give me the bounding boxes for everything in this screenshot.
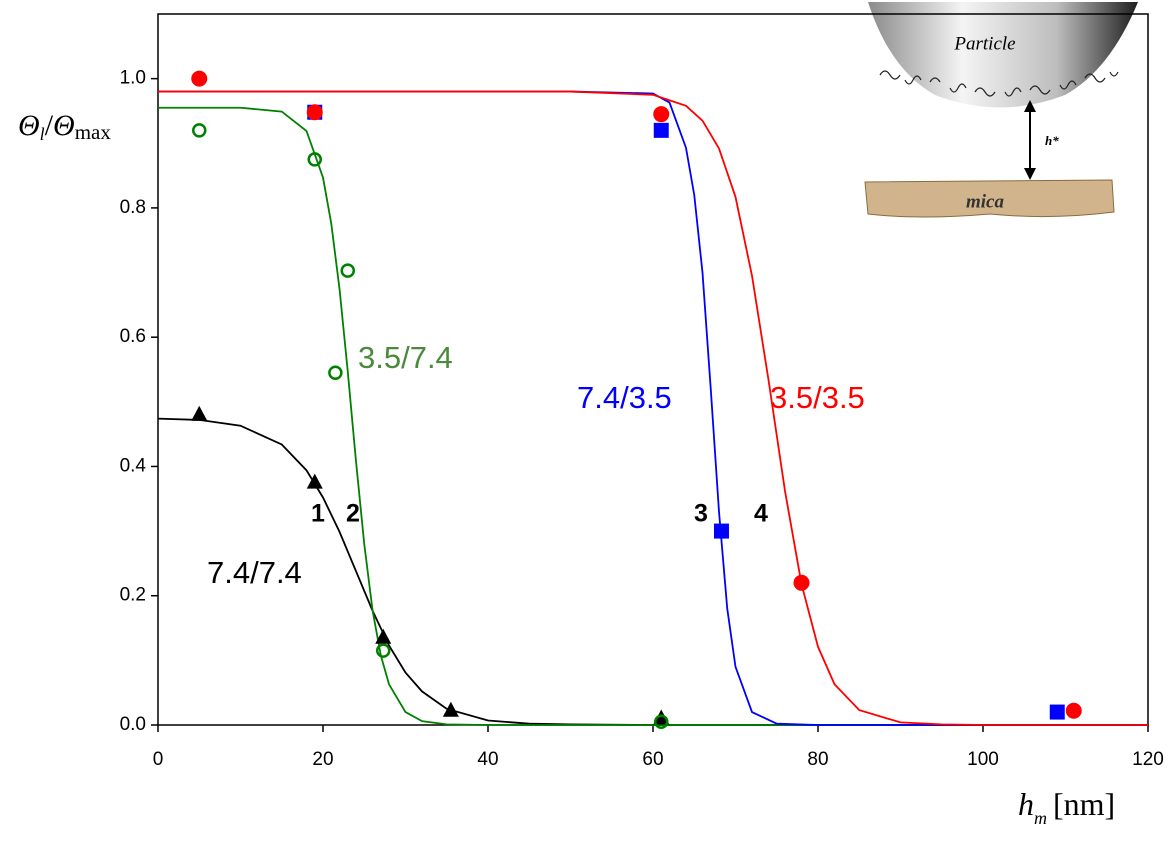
data-point [328, 365, 343, 380]
data-point [653, 709, 670, 725]
annotation: 7.4/7.4 [207, 555, 302, 590]
inset-label: h* [1045, 133, 1059, 148]
x-tick-label: 40 [477, 749, 498, 770]
inset: Particle h* mica [864, 2, 1138, 218]
x-label-part: [nm] [1053, 786, 1115, 822]
data-point [442, 701, 459, 717]
y-tick-label: 0.0 [120, 714, 146, 735]
fit-curve [157, 417, 1148, 726]
data-point [1049, 704, 1065, 720]
y-tick-label: 1.0 [120, 68, 146, 89]
y-tick-label: 0.8 [120, 197, 146, 218]
fit-curve [158, 90, 1148, 726]
annotation: 1 [311, 500, 325, 528]
inset-label: mica [966, 191, 1004, 212]
data-point [307, 152, 322, 167]
data-point [653, 122, 669, 138]
inset-label: Particle [953, 33, 1015, 54]
x-tick-label: 60 [642, 749, 663, 770]
data-point [340, 263, 355, 278]
x-tick-label: 80 [807, 749, 828, 770]
data-point [793, 574, 810, 591]
y-tick-label: 0.6 [120, 326, 146, 347]
annotation: 3.5/7.4 [358, 340, 453, 375]
data-point [654, 714, 669, 730]
data-point [653, 106, 670, 123]
y-tick-label: 0.4 [120, 455, 147, 476]
annotation: 3 [694, 500, 708, 528]
annotation: 4 [754, 500, 768, 528]
y-label-part: Θ [53, 109, 75, 142]
particle-shape [868, 2, 1138, 108]
y-label-part: max [75, 120, 112, 144]
data-point [192, 123, 207, 138]
y-label-part: l [40, 124, 45, 144]
data-point [1065, 702, 1082, 719]
annotation: 3.5/3.5 [770, 380, 865, 415]
x-tick-label: 0 [153, 749, 164, 770]
x-label-part: h [1018, 786, 1034, 822]
x-axis-label: hm [nm] [1018, 786, 1115, 828]
mica-shape [864, 179, 1115, 218]
data-point [306, 473, 323, 489]
data-point [191, 70, 208, 87]
x-label-part: m [1034, 808, 1047, 828]
annotation: 7.4/3.5 [577, 380, 672, 415]
annotation: 2 [346, 500, 360, 528]
y-label-part: / [45, 109, 54, 142]
data-point [375, 643, 391, 658]
data-point [713, 523, 729, 539]
plot-frame [157, 13, 1149, 726]
fit-curve [158, 106, 1148, 726]
x-tick-label: 120 [1132, 749, 1164, 770]
y-tick-label: 0.2 [120, 585, 146, 606]
y-label-part: Θ [18, 109, 40, 142]
y-axis-label: Θl/Θmax [18, 109, 111, 144]
x-tick-label: 20 [312, 749, 333, 770]
polymer-chains [879, 70, 1119, 97]
x-tick-label: 100 [967, 749, 999, 770]
data-point [306, 104, 323, 121]
data-point [191, 405, 208, 421]
data-point [375, 628, 392, 644]
